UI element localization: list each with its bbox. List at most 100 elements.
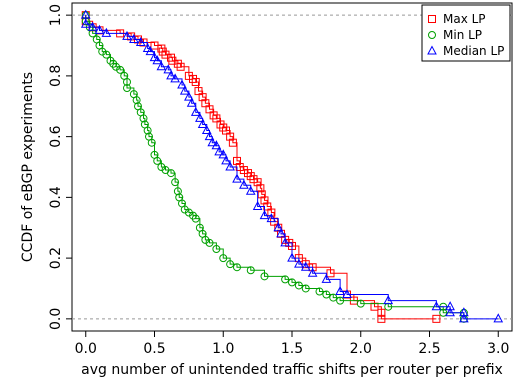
legend: Max LP Min LP Median LP — [421, 4, 511, 62]
y-tick-label: 0.8 — [48, 65, 64, 87]
data-point-min-lp — [322, 290, 331, 299]
data-point-min-lp — [102, 50, 111, 59]
data-point-min-lp — [132, 96, 141, 105]
data-point-min-lp — [301, 284, 310, 293]
data-point-min-lp — [171, 178, 180, 187]
data-point-median-lp — [239, 179, 249, 189]
data-point-median-lp — [445, 307, 455, 317]
x-tick-label: 2.0 — [350, 341, 372, 357]
data-point-median-lp — [163, 64, 174, 74]
data-point-median-lp — [80, 18, 91, 28]
data-point-min-lp — [167, 169, 175, 178]
data-point-median-lp — [204, 131, 215, 141]
data-point-median-lp — [300, 261, 311, 271]
y-tick-label: 0.4 — [48, 186, 64, 208]
x-axis-label: avg number of unintended traffic shifts … — [81, 362, 503, 378]
data-point-median-lp — [294, 258, 304, 268]
data-point-median-lp — [179, 85, 190, 95]
data-point-median-lp — [135, 36, 146, 46]
data-point-max-lp — [226, 132, 235, 141]
x-tick-label: 1.5 — [281, 341, 303, 357]
data-point-median-lp — [276, 228, 286, 238]
data-point-median-lp — [122, 30, 132, 40]
data-point-median-lp — [321, 273, 332, 283]
data-point-max-lp — [176, 62, 185, 71]
data-point-median-lp — [218, 149, 229, 159]
x-tick-label: 0.5 — [143, 341, 165, 357]
data-point-median-lp — [493, 313, 504, 323]
data-point-min-lp — [191, 214, 200, 223]
data-point-min-lp — [336, 296, 345, 305]
data-point-min-lp — [123, 84, 131, 93]
y-tick-label: 0.6 — [48, 125, 64, 147]
data-point-min-lp — [212, 245, 221, 253]
data-point-median-lp — [166, 70, 176, 80]
data-point-median-lp — [245, 185, 256, 195]
data-point-max-lp — [326, 269, 335, 278]
data-point-max-lp — [233, 156, 241, 165]
data-point-median-lp — [287, 252, 297, 262]
data-point-median-lp — [145, 46, 156, 56]
data-point-median-lp — [170, 73, 180, 83]
data-point-max-lp — [253, 178, 262, 187]
legend-box — [421, 4, 511, 62]
series-min-lp — [81, 11, 468, 323]
axes: 0.0 0.5 1.0 1.5 2.0 2.5 3.0 0.0 0.2 0.4 0.6 0.8 1.0 — [48, 4, 509, 357]
data-point-median-lp — [273, 222, 284, 232]
data-point-min-lp — [356, 299, 365, 308]
data-point-max-lp — [201, 99, 210, 108]
data-point-median-lp — [94, 24, 105, 34]
data-point-min-lp — [205, 238, 214, 247]
data-point-median-lp — [445, 301, 455, 311]
data-point-median-lp — [190, 106, 201, 116]
data-point-median-lp — [197, 118, 208, 128]
data-point-median-lp — [342, 288, 352, 299]
data-point-min-lp — [219, 254, 228, 263]
data-point-max-lp — [191, 77, 200, 86]
data-point-max-lp — [194, 87, 203, 96]
data-point-median-lp — [101, 27, 112, 37]
data-point-min-lp — [288, 278, 296, 287]
legend-marker-max-lp — [428, 15, 436, 23]
data-point-median-lp — [152, 55, 163, 65]
x-tick-label: 1.0 — [212, 341, 234, 357]
legend-marker-median-lp — [427, 45, 437, 55]
data-point-max-lp — [228, 138, 237, 147]
data-point-max-lp — [257, 190, 266, 199]
data-point-min-lp — [233, 263, 241, 272]
data-point-median-lp — [221, 155, 231, 165]
y-tick-label: 0.2 — [48, 247, 64, 269]
data-point-median-lp — [156, 61, 167, 71]
data-point-max-lp — [222, 126, 230, 135]
data-point-min-lp — [116, 65, 125, 74]
data-point-min-lp — [143, 126, 152, 135]
data-point-max-lp — [256, 184, 265, 193]
legend-marker-min-lp — [428, 31, 436, 39]
series-layer — [80, 9, 504, 323]
data-point-min-lp — [294, 281, 303, 290]
data-point-median-lp — [307, 267, 318, 277]
data-point-max-lp — [432, 314, 441, 323]
data-point-median-lp — [225, 161, 235, 171]
data-point-median-lp — [201, 124, 212, 135]
data-point-median-lp — [383, 295, 394, 305]
data-point-median-lp — [266, 213, 277, 223]
data-point-median-lp — [80, 9, 91, 19]
legend-markers — [427, 15, 437, 55]
x-tick-label: 3.0 — [487, 341, 509, 357]
x-tick-label: 0.0 — [75, 341, 97, 357]
data-point-median-lp — [431, 301, 442, 311]
data-point-min-lp — [139, 114, 148, 123]
data-point-median-lp — [259, 210, 270, 220]
data-point-min-lp — [226, 260, 235, 269]
data-point-median-lp — [177, 79, 187, 89]
series-line-min-lp — [85, 15, 465, 319]
data-point-min-lp — [315, 287, 324, 296]
data-point-median-lp — [195, 112, 205, 122]
series-median-lp — [80, 9, 504, 323]
data-point-median-lp — [211, 140, 222, 150]
series-line-max-lp — [85, 15, 437, 320]
data-point-max-lp — [198, 93, 207, 102]
y-axis-label: CCDF of eBGP experiments — [20, 72, 36, 262]
